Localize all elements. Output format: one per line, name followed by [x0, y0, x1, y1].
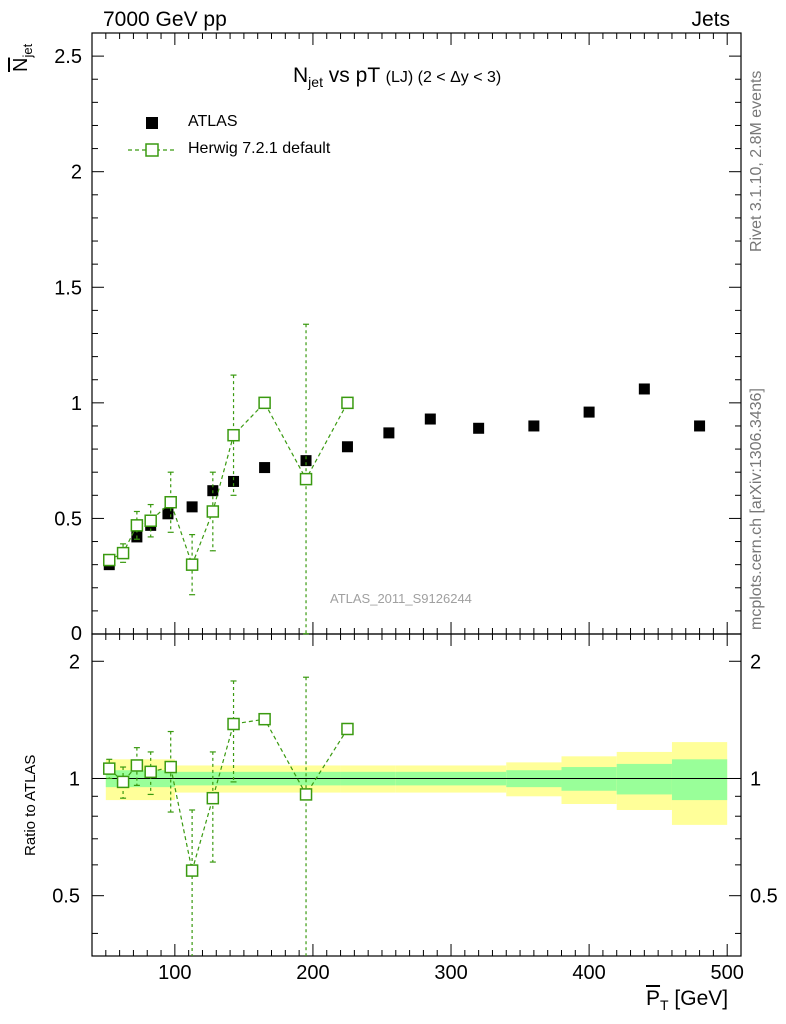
legend-marker-atlas: [146, 117, 158, 129]
atlas-point-12: [424, 413, 436, 425]
main-ytick-label-1: 0.5: [54, 508, 82, 530]
mc-main-point-3: [144, 514, 157, 527]
mc-ratio-point-2: [130, 759, 144, 772]
mc-ratio-point-6: [206, 791, 220, 805]
energy-label: 7000 GeV pp: [103, 8, 227, 31]
ratio-ytick-label-r-0.5: 0.5: [750, 886, 778, 908]
mc-ratio-point-9: [299, 788, 313, 801]
legend-marker-mc: [145, 143, 159, 157]
title-n-sub: jet: [308, 74, 323, 91]
atlas-point-17: [694, 420, 706, 432]
ratio-ytick-label-2: 2: [69, 651, 80, 673]
mc-main-point-10: [341, 396, 354, 410]
atlas-point-14: [528, 420, 540, 432]
main-ytick-label-4: 2: [71, 162, 82, 184]
atlas-point-15: [583, 406, 595, 418]
atlas-point-7: [228, 475, 240, 487]
atlas-point-9: [300, 455, 312, 467]
mc-ratio-point-10: [341, 722, 354, 736]
mc-main-point-1: [116, 546, 130, 560]
ratio-y-label: Ratio to ATLAS: [22, 754, 39, 856]
rivet-label: Rivet 3.1.10, 2.8M events: [748, 70, 765, 252]
x-tick-label-200: 200: [296, 962, 329, 984]
x-axis-label-p: P: [646, 987, 661, 1010]
atlas-point-13: [473, 422, 485, 434]
mc-ratio-point-7: [227, 717, 240, 731]
x-tick-label-100: 100: [158, 962, 191, 984]
atlas-point-8: [259, 462, 271, 474]
x-tick-label-300: 300: [434, 962, 467, 984]
atlas-point-16: [638, 383, 650, 395]
band-inner-7: [671, 759, 728, 801]
mc-ratio-point-8: [258, 712, 271, 726]
mc-main-point-5: [185, 558, 199, 571]
x-axis-label: PT [GeV]: [646, 987, 728, 1013]
main-y-label-n: N: [10, 57, 32, 72]
x-tick-label-500: 500: [711, 962, 744, 984]
mc-main-point-2: [130, 519, 144, 532]
main-ytick-label-2: 1: [71, 393, 82, 415]
mcplots-label: mcplots.cern.ch [arXiv:1306.3436]: [748, 388, 765, 630]
mc-main-point-0: [103, 553, 116, 567]
jets-label: Jets: [691, 8, 730, 31]
mc-main-point-6: [206, 505, 220, 518]
legend-label-mc: Herwig 7.2.1 default: [188, 140, 331, 157]
mc-main-point-8: [258, 396, 271, 410]
main-y-label: Njet: [10, 44, 35, 72]
mc-ratio-point-1: [116, 775, 130, 789]
ratio-bands: [92, 742, 741, 825]
mc-ratio-point-4: [164, 760, 177, 774]
mc-main-point-9: [299, 472, 313, 486]
main-ytick-label-3: 1.5: [54, 277, 82, 299]
plot-frames: [91, 32, 742, 957]
x-tick-label-400: 400: [572, 962, 605, 984]
mc-main-point-4: [164, 495, 177, 509]
title-n: N: [293, 64, 309, 87]
mc-ratio-point-5: [185, 864, 199, 877]
main-ytick-label-5: 2.5: [54, 46, 82, 68]
main-ytick-label-0: 0: [71, 623, 82, 645]
ratio-ytick-label-r-1: 1: [750, 768, 761, 790]
ratio-ytick-label-r-2: 2: [750, 651, 761, 673]
mc-main-point-7: [227, 428, 240, 442]
ratio-ytick-label-1: 1: [69, 768, 80, 790]
legend: [128, 117, 176, 157]
band-inner-6: [616, 763, 672, 795]
x-axis-label-sub: T: [660, 997, 669, 1014]
ratio-ytick-label-0.5: 0.5: [52, 886, 80, 908]
atlas-point-5: [186, 501, 198, 513]
plot-title: Njet vs pT (LJ) (2 < Δy < 3): [293, 64, 501, 90]
atlas-point-4: [162, 508, 174, 520]
mc-ratio-point-0: [103, 762, 116, 775]
axis-ticks: 100 200 300 400 500 0 0.5 1 1.5 2 2.5 0.5 0.5 1 1 2 2: [52, 32, 778, 984]
title-suffix: (LJ) (2 < Δy < 3): [385, 69, 502, 86]
atlas-point-11: [383, 427, 395, 439]
main-y-label-sub: jet: [20, 43, 35, 58]
analysis-watermark: ATLAS_2011_S9126244: [330, 591, 472, 606]
atlas-point-10: [341, 441, 353, 453]
mc-ratio-point-3: [144, 765, 157, 779]
series-marks: [103, 323, 706, 956]
ratio-frame: [91, 633, 742, 957]
title-vs: vs pT: [322, 64, 386, 87]
legend-label-atlas: ATLAS: [188, 113, 238, 130]
x-axis-label-unit: [GeV]: [668, 987, 729, 1010]
